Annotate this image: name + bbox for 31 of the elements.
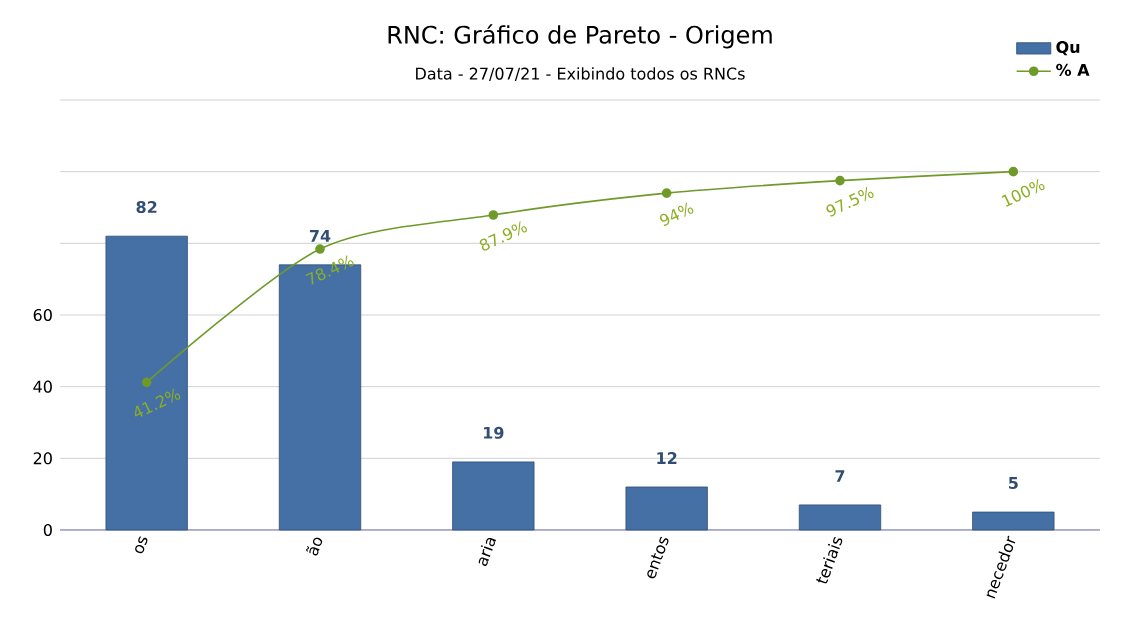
- x-tick-label: aria: [478, 537, 497, 566]
- bar: [972, 511, 1055, 531]
- data-label: 19: [484, 426, 504, 439]
- x-tick-label: entos: [647, 536, 669, 579]
- point: [835, 175, 845, 186]
- data-label: 7: [835, 470, 845, 482]
- bar: [798, 504, 882, 531]
- point: [315, 244, 325, 254]
- point: [488, 210, 499, 220]
- bar: [625, 486, 708, 531]
- chart-subtitle: Data - 27/07/21 - Exibindo todos os RNCs: [416, 67, 745, 81]
- y-tick-label: 60: [33, 308, 52, 322]
- chart-title: RNC: Gráfico de Pareto - Origem: [388, 24, 772, 49]
- y-tick-label: 20: [33, 452, 52, 465]
- data-label: 12: [657, 452, 677, 464]
- legend-label: % A: [1056, 63, 1090, 76]
- bar: [105, 235, 188, 531]
- point: [1008, 166, 1019, 177]
- legend-label: Qu: [1056, 40, 1080, 56]
- data-label: 94%: [659, 202, 694, 226]
- y-tick-label: 40: [33, 380, 52, 393]
- x-tick-label: teriais: [816, 536, 843, 584]
- x-tick-label: os: [135, 536, 148, 554]
- y-tick-label: 0: [43, 523, 52, 537]
- bar: [452, 461, 535, 531]
- data-label: 5: [1008, 477, 1018, 489]
- data-label: 82: [136, 200, 157, 214]
- point: [141, 377, 152, 388]
- point: [661, 188, 672, 198]
- data-label: 74: [309, 230, 331, 242]
- x-tick-label: ão: [306, 537, 323, 556]
